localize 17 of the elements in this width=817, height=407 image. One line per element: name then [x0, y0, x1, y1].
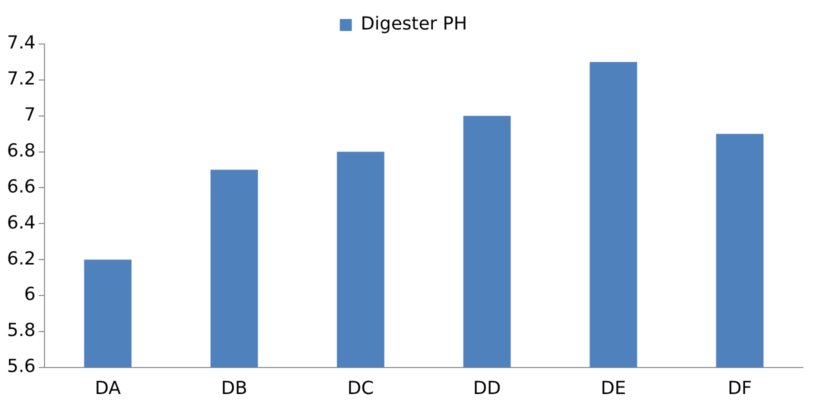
x-tick-label: DA: [94, 378, 122, 399]
y-tick-label: 6.4: [6, 212, 36, 234]
x-tick-label: DE: [600, 378, 626, 399]
x-tick-label: DB: [221, 378, 248, 399]
x-tick-label: DC: [347, 378, 374, 399]
y-tick-label: 6.2: [6, 248, 36, 270]
y-tick-label: 6.8: [6, 140, 36, 162]
legend-label: Digester PH: [360, 14, 468, 35]
x-tick-label: DD: [473, 378, 501, 399]
y-tick-label: 5.8: [6, 320, 36, 342]
y-tick-label: 7.2: [6, 68, 36, 90]
y-tick-label: 6.6: [6, 176, 36, 198]
x-tick-label: DF: [728, 378, 752, 399]
y-tick-label: 5.6: [6, 356, 36, 378]
y-tick-label: 7.4: [6, 32, 36, 54]
y-tick-label: 7: [24, 104, 36, 126]
y-tick-label: 6: [24, 284, 36, 306]
